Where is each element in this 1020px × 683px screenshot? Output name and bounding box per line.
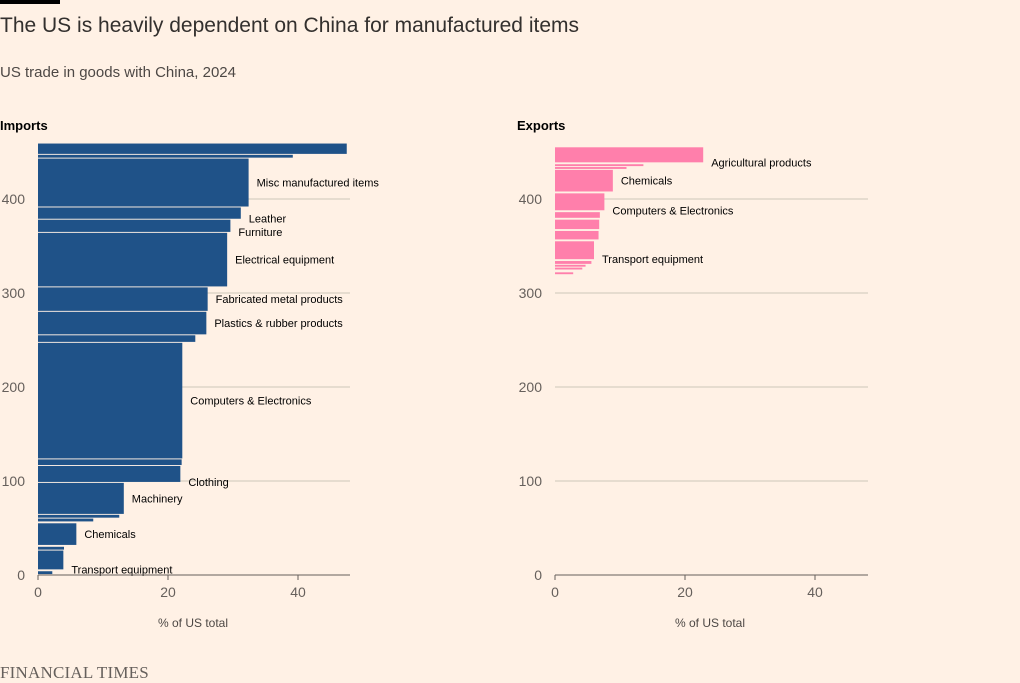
imports-bar-label: Fabricated metal products	[216, 294, 344, 306]
exports-bar	[555, 169, 613, 192]
imports-bar	[38, 523, 77, 545]
exports-bar-label: Agricultural products	[711, 157, 812, 169]
imports-bar-label: Computers & Electronics	[190, 396, 312, 408]
brand-bar	[0, 0, 60, 4]
imports-bar-label: Transport equipment	[71, 564, 172, 576]
imports-bar	[38, 342, 183, 459]
source-credit: FINANCIAL TIMES	[0, 663, 149, 682]
imports-bar-label: Machinery	[132, 493, 183, 505]
imports-bar	[38, 571, 53, 575]
exports-y-tick-label: 300	[519, 285, 543, 301]
imports-bar	[38, 550, 64, 570]
imports-bar-label: Misc manufactured items	[257, 178, 380, 190]
imports-panel-title: Imports	[0, 118, 48, 133]
imports-y-tick-label: 400	[2, 191, 26, 207]
exports-y-tick-label: 100	[519, 473, 543, 489]
imports-y-tick-label: 100	[2, 473, 26, 489]
imports-bar	[38, 232, 228, 287]
imports-bar-label: Electrical equipment	[235, 255, 334, 267]
imports-bar	[38, 207, 241, 219]
imports-bar	[38, 518, 94, 522]
exports-bar-label: Computers & Electronics	[612, 205, 734, 217]
imports-bar	[38, 219, 231, 232]
exports-bar	[555, 219, 600, 230]
exports-bar	[555, 167, 627, 169]
imports-bar	[38, 154, 293, 158]
imports-y-tick-label: 200	[2, 379, 26, 395]
imports-bar-label: Furniture	[238, 227, 282, 239]
imports-bar-label: Clothing	[188, 477, 228, 489]
imports-bar	[38, 311, 207, 335]
imports-y-tick-label: 0	[17, 567, 25, 583]
exports-x-tick-label: 40	[807, 584, 823, 600]
imports-bar	[38, 335, 196, 342]
exports-bar	[555, 147, 704, 163]
imports-x-tick-label: 40	[290, 584, 306, 600]
exports-bar-label: Chemicals	[621, 176, 673, 188]
imports-bar-label: Chemicals	[84, 529, 136, 541]
imports-bar	[38, 143, 347, 154]
exports-bar	[555, 230, 599, 240]
imports-bar	[38, 546, 64, 550]
exports-bar	[555, 164, 644, 167]
imports-bar	[38, 158, 249, 207]
imports-x-tick-label: 0	[34, 584, 42, 600]
imports-x-axis-label: % of US total	[158, 616, 228, 630]
exports-y-tick-label: 400	[519, 191, 543, 207]
exports-bar	[555, 212, 600, 218]
imports-y-tick-label: 300	[2, 285, 26, 301]
exports-bar	[555, 193, 605, 211]
exports-y-tick-label: 0	[534, 567, 542, 583]
exports-x-tick-label: 20	[677, 584, 693, 600]
imports-bar	[38, 514, 120, 518]
exports-bar	[555, 264, 586, 267]
exports-y-tick-label: 200	[519, 379, 543, 395]
exports-x-tick-label: 0	[551, 584, 559, 600]
chart-title: The US is heavily dependent on China for…	[0, 14, 579, 37]
imports-x-tick-label: 20	[160, 584, 176, 600]
exports-x-axis-label: % of US total	[675, 616, 745, 630]
exports-panel-title: Exports	[517, 118, 566, 133]
imports-bar-label: Leather	[249, 214, 287, 226]
exports-bar	[555, 241, 594, 260]
imports-bar-label: Plastics & rubber products	[214, 318, 343, 330]
imports-bar	[38, 459, 182, 466]
imports-bar	[38, 287, 208, 311]
exports-bar	[555, 261, 592, 264]
exports-bar-label: Transport equipment	[602, 254, 703, 266]
imports-bar	[38, 482, 124, 514]
chart-subtitle: US trade in goods with China, 2024	[0, 64, 236, 81]
exports-bar	[555, 267, 583, 270]
imports-bar	[38, 465, 181, 482]
exports-bar	[555, 272, 574, 275]
